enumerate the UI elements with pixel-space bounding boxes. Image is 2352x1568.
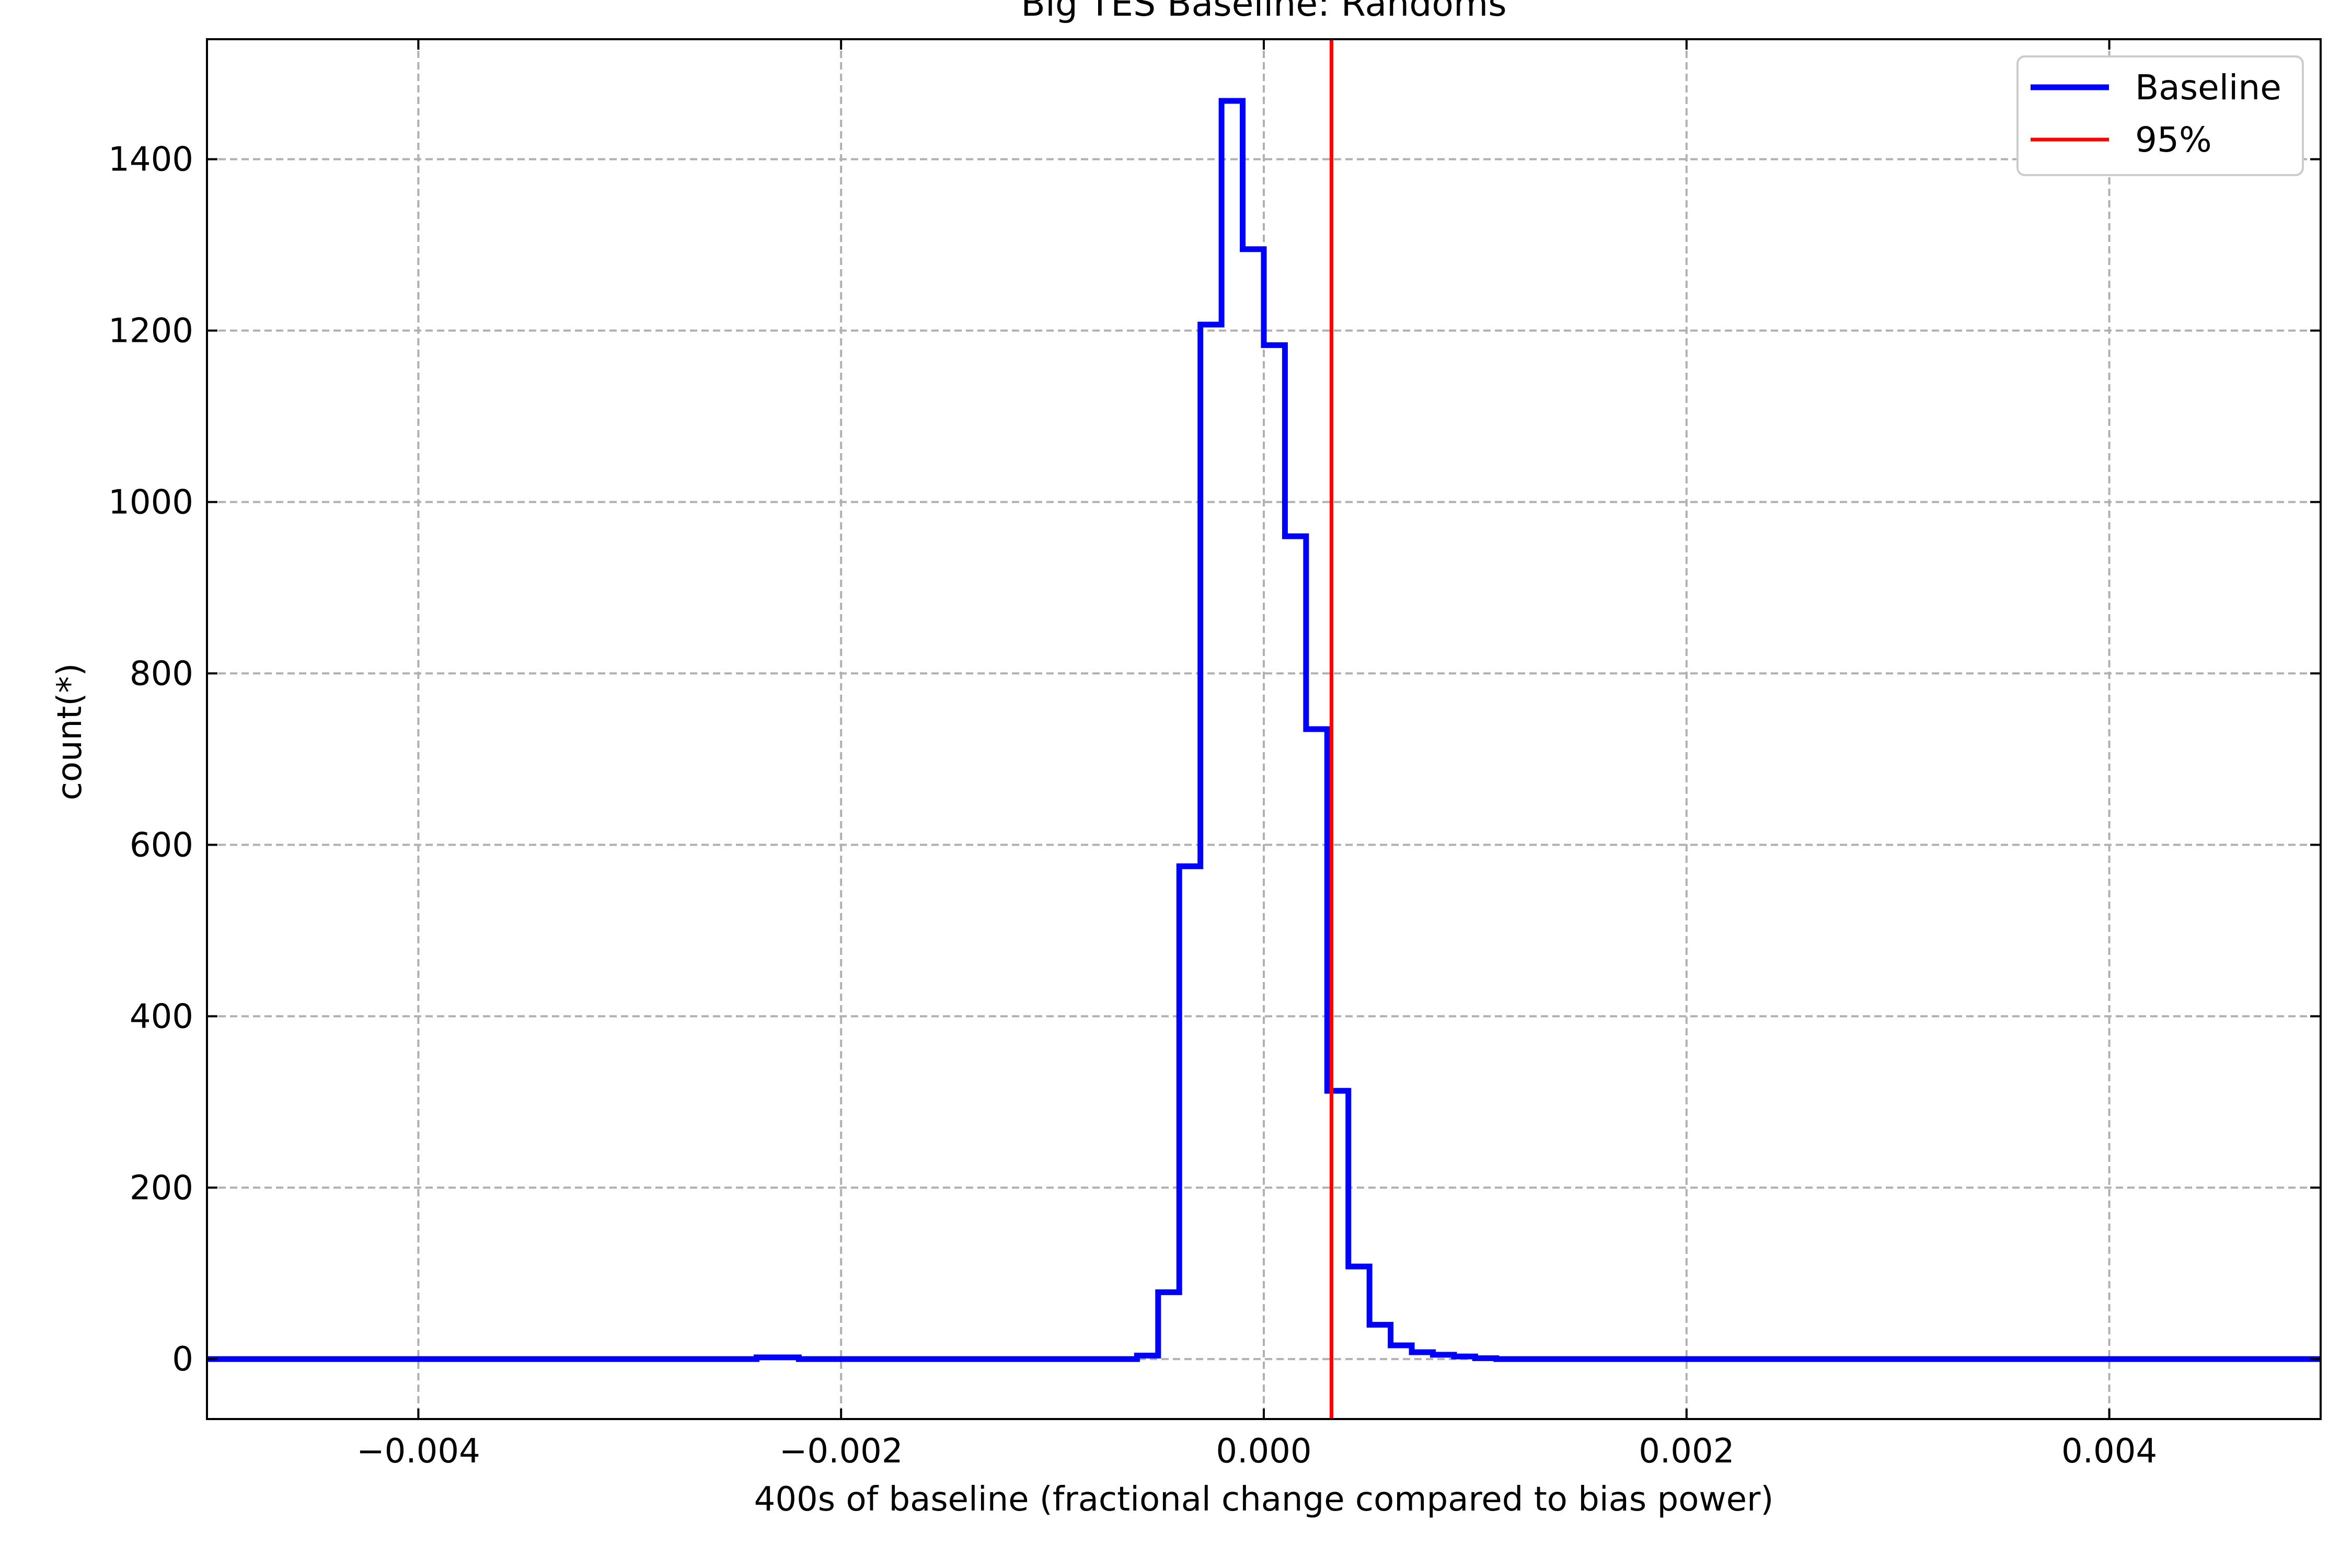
y-tick-label: 1000 xyxy=(108,483,193,522)
y-tick-label: 1200 xyxy=(108,312,193,351)
legend-label-baseline: Baseline xyxy=(2135,67,2281,108)
y-tick-label: 0 xyxy=(172,1340,193,1379)
y-tick-label: 200 xyxy=(130,1169,193,1207)
y-tick-label: 800 xyxy=(130,654,193,693)
x-tick-label: −0.004 xyxy=(356,1432,480,1471)
x-tick-label: −0.002 xyxy=(779,1432,903,1471)
legend: Baseline 95% xyxy=(2016,55,2304,176)
legend-label-95pct: 95% xyxy=(2135,120,2212,160)
y-tick-label: 1400 xyxy=(108,141,193,179)
y-tick-labels: 0 200 400 600 800 1000 1200 1400 xyxy=(108,141,193,1379)
x-tick-label: 0.004 xyxy=(2061,1432,2157,1471)
series-layer xyxy=(207,39,2321,1419)
plot-frame xyxy=(206,38,2322,1420)
baseline-histogram-steps xyxy=(207,98,2321,1362)
y-tick-label: 400 xyxy=(130,997,193,1036)
axis-ticks xyxy=(207,39,2321,1419)
y-axis-label: count(*) xyxy=(51,663,89,801)
x-tick-label: 0.000 xyxy=(1216,1432,1311,1471)
x-tick-label: 0.002 xyxy=(1639,1432,1734,1471)
x-tick-labels: −0.004 −0.002 0.000 0.002 0.004 xyxy=(356,1432,2157,1471)
x-axis-label: 400s of baseline (fractional change comp… xyxy=(754,1480,1774,1519)
chart-title: Big TES Baseline: Randoms xyxy=(1021,0,1506,25)
y-tick-label: 600 xyxy=(130,826,193,864)
